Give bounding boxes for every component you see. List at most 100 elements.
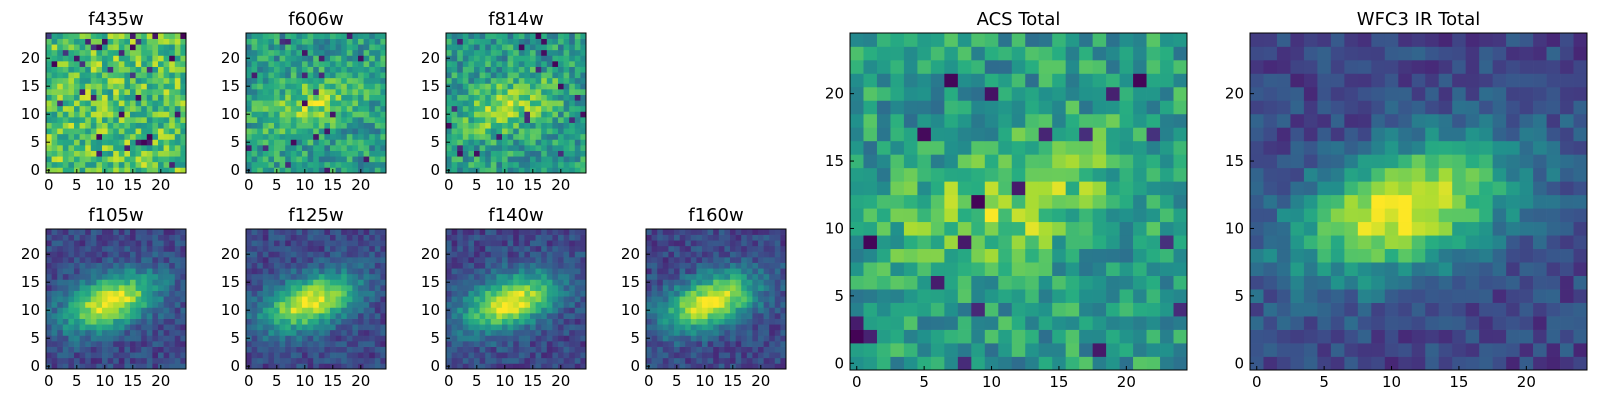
heatmap-cell [246,61,252,67]
heatmap-cell [730,240,736,247]
heatmap-cell [68,66,75,73]
heatmap-cell [490,341,497,347]
heatmap-cell [535,313,542,319]
heatmap-cell [535,251,542,258]
heatmap-cell [446,257,452,263]
heatmap-cell [518,38,525,45]
heatmap-cell [313,318,320,325]
heatmap-cell [1119,194,1134,209]
heatmap-cell [318,61,325,67]
heatmap-cell [257,122,264,129]
heatmap-cell [307,318,314,325]
heatmap-cell [502,61,508,67]
heatmap-cell [335,111,342,118]
heatmap-cell [257,335,264,342]
heatmap-cell [518,318,525,325]
heatmap-cell [524,279,531,286]
heatmap-cell [752,341,759,347]
heatmap-cell [380,105,387,112]
heatmap-cell [313,234,320,241]
heatmap-cell [451,161,458,168]
heatmap-cell [763,318,770,325]
heatmap-cell [685,268,692,275]
heatmap-cell [657,245,664,252]
heatmap-cell [341,167,348,174]
heatmap-cell [257,89,264,95]
heatmap-cell [113,72,120,79]
heatmap-cell [152,245,159,252]
heatmap-cell [285,105,292,112]
heatmap-cell [535,117,542,123]
heatmap-cell [313,33,320,39]
heatmap-cell [1160,248,1174,263]
heatmap-cell [124,66,131,73]
heatmap-cell [468,145,475,151]
heatmap-cell [374,346,381,353]
heatmap-cell [318,89,325,95]
heatmap-cell [174,329,181,336]
heatmap-cell [569,296,576,303]
heatmap-cell [180,145,187,151]
heatmap-cell [507,150,514,157]
heatmap-cell [307,251,314,258]
heatmap-cell [62,363,69,370]
heatmap-cell [180,245,187,252]
heatmap-cell [674,273,680,280]
heatmap-cell [152,240,159,247]
heatmap-cell [102,341,108,347]
heatmap-cell [451,83,458,90]
heatmap-cell [446,240,452,247]
heatmap-cell [174,105,181,112]
heatmap-cell [718,301,725,308]
heatmap-cell [890,221,905,236]
heatmap-cell [363,234,370,241]
heatmap-cell [580,167,587,174]
heatmap-cell [302,257,308,263]
heatmap-cell [79,83,86,90]
heatmap-cell [141,44,148,51]
heatmap-cell [462,111,469,118]
heatmap-cell [474,324,480,331]
heatmap-cell [690,313,697,319]
heatmap-cell [130,33,136,39]
heatmap-cell [496,55,503,62]
heatmap-cell [158,234,164,241]
heatmap-cell [363,352,370,359]
heatmap-cell [246,318,252,325]
heatmap-cell [324,156,331,163]
heatmap-cell [62,167,69,174]
y-tick-label: 5 [30,133,40,151]
heatmap-cell [79,105,86,112]
heatmap-cell [369,66,376,73]
heatmap-cell [1011,248,1026,263]
heatmap-cell [1119,302,1134,317]
heatmap-cell [563,72,570,79]
heatmap-cell [541,268,548,275]
heatmap-cell [330,307,336,314]
heatmap-cell [490,301,497,308]
heatmap-cell [662,301,669,308]
heatmap-cell [468,111,475,118]
heatmap-cell [457,38,464,45]
heatmap-cell [646,262,652,269]
heatmap-cell [380,268,387,275]
heatmap-cell [513,66,520,73]
heatmap-cell [490,117,497,123]
heatmap-cell [541,156,548,163]
heatmap-cell [146,167,153,174]
heatmap-cell [707,335,714,342]
heatmap-cell [141,55,148,62]
heatmap-cell [702,251,708,258]
heatmap-cell [330,296,336,303]
heatmap-cell [758,285,764,291]
heatmap-cell [998,235,1013,250]
heatmap-cell [285,122,292,129]
heatmap-cell [290,105,297,112]
heatmap-cell [324,38,331,45]
heatmap-cell [374,341,381,347]
heatmap-cell [141,61,148,67]
heatmap-cell [646,240,652,247]
heatmap-cell [346,273,353,280]
heatmap-cell [246,273,252,280]
